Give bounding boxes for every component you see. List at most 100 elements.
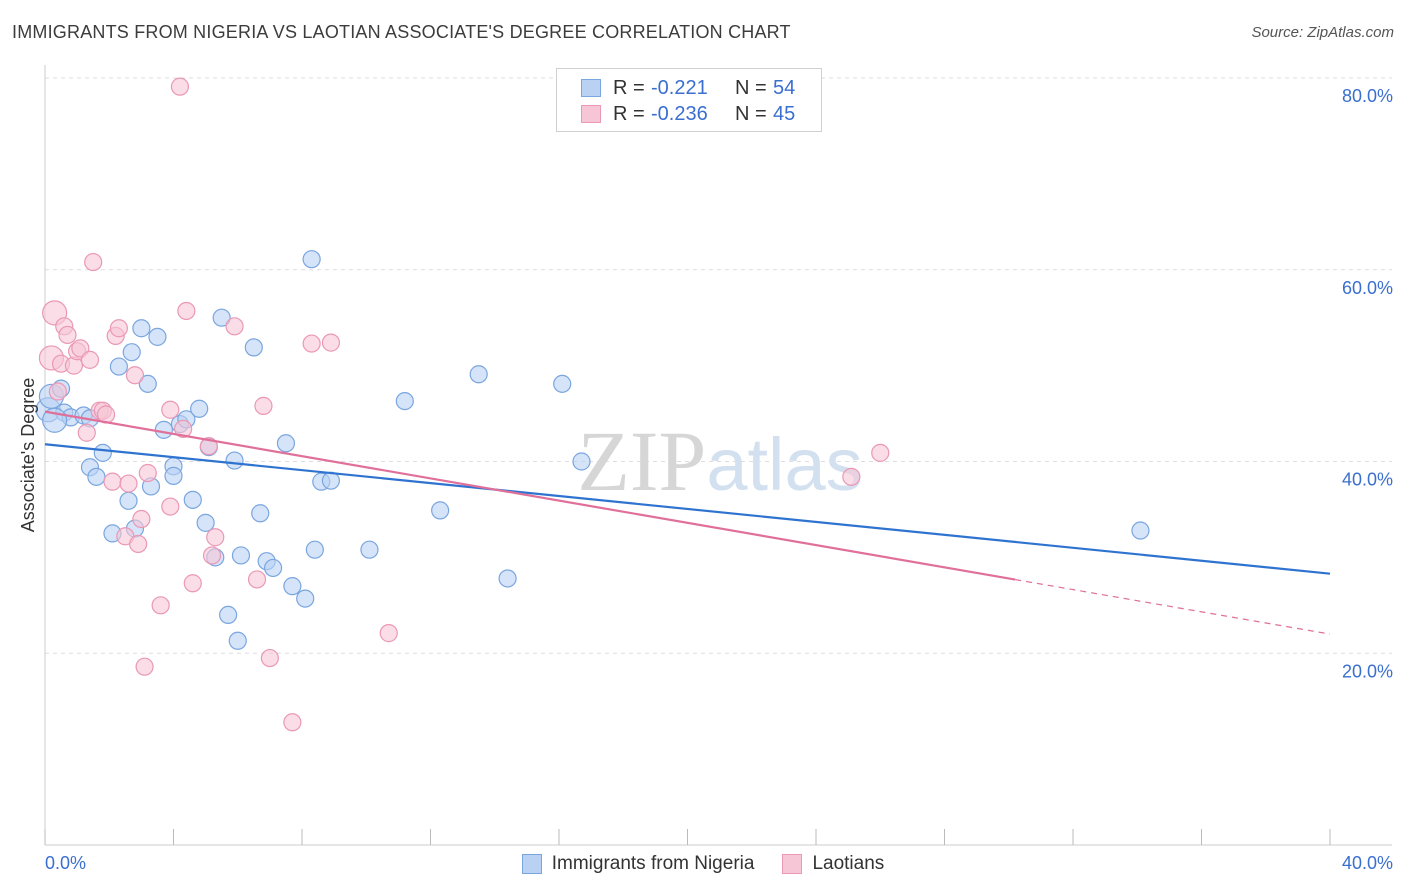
data-point-laotians <box>161 400 180 419</box>
trendline-nigeria <box>44 443 1331 575</box>
legend-label-nigeria: Immigrants from Nigeria <box>551 853 755 874</box>
legend-item-laotians[interactable]: Laotians <box>782 853 884 875</box>
data-point-nigeria <box>219 605 238 625</box>
data-point-laotians <box>125 366 145 385</box>
stats-legend: R = -0.221 N = 54 R = -0.236 N = 45 <box>556 68 822 132</box>
data-point-laotians <box>206 528 225 547</box>
source-label: Source: ZipAtlas.com <box>1251 24 1394 41</box>
data-point-laotians <box>254 396 273 415</box>
legend-swatch-laotians <box>782 854 803 874</box>
data-point-nigeria <box>196 513 215 532</box>
data-point-laotians <box>260 648 279 668</box>
data-point-nigeria <box>225 451 244 470</box>
data-point-laotians <box>132 509 151 529</box>
grid-lines <box>45 77 1392 654</box>
data-point-nigeria <box>244 338 263 357</box>
data-point-nigeria <box>148 327 167 346</box>
data-point-nigeria <box>212 308 231 327</box>
legend-r-value: -0.221 <box>651 76 708 99</box>
data-point-laotians <box>302 334 321 353</box>
data-point-laotians <box>103 472 122 491</box>
series-laotians-points <box>38 77 890 732</box>
data-point-laotians <box>283 713 302 732</box>
trendline-laotians-extrapolated <box>1015 578 1331 635</box>
legend-swatch-nigeria <box>521 854 542 874</box>
legend-n-value: 45 <box>773 102 796 125</box>
legend-r-label: R = <box>613 76 645 99</box>
data-point-nigeria <box>360 540 379 559</box>
data-point-laotians <box>247 570 267 589</box>
y-tick-label: 20.0% <box>1342 661 1393 681</box>
legend-swatch-laotians <box>581 105 601 123</box>
data-point-laotians <box>871 443 890 462</box>
axis-labels: 20.0% 40.0% 60.0% 80.0% 0.0% 40.0% <box>45 86 1393 873</box>
data-point-laotians <box>84 252 103 272</box>
data-point-laotians <box>109 319 128 338</box>
data-point-nigeria <box>122 343 141 362</box>
data-point-nigeria <box>138 374 157 393</box>
trend-lines <box>44 410 1331 635</box>
legend-row-laotians: R = -0.236 N = 45 <box>581 103 795 125</box>
data-point-laotians <box>321 333 341 352</box>
watermark: ZIPatlas <box>577 413 862 509</box>
series-nigeria-points <box>35 250 1150 650</box>
legend-swatch-nigeria <box>581 79 601 97</box>
data-point-laotians <box>135 657 154 676</box>
legend-label-laotians: Laotians <box>812 853 885 874</box>
data-point-nigeria <box>498 569 517 588</box>
y-axis-label: Associate's Degree <box>18 378 38 533</box>
y-tick-label: 80.0% <box>1342 86 1393 106</box>
data-point-nigeria <box>553 374 572 393</box>
data-point-nigeria <box>109 357 128 376</box>
data-point-laotians <box>379 624 398 643</box>
data-point-nigeria <box>231 546 251 565</box>
data-point-laotians <box>177 301 196 321</box>
data-point-nigeria <box>431 501 450 520</box>
legend-r-value: -0.236 <box>651 102 708 125</box>
data-point-nigeria <box>228 631 247 650</box>
data-point-laotians <box>842 467 861 486</box>
data-point-laotians <box>119 474 138 493</box>
axes <box>44 65 1392 846</box>
x-tick-label: 0.0% <box>45 853 86 873</box>
legend-item-nigeria[interactable]: Immigrants from Nigeria <box>521 853 755 875</box>
data-point-nigeria <box>276 434 296 453</box>
data-point-nigeria <box>572 452 591 471</box>
legend-r-label: R = <box>613 102 645 125</box>
data-point-laotians <box>58 325 77 345</box>
data-point-nigeria <box>283 577 302 596</box>
data-point-laotians <box>77 423 96 442</box>
y-tick-label: 60.0% <box>1342 278 1393 298</box>
watermark-atlas: atlas <box>706 423 862 506</box>
chart-title: IMMIGRANTS FROM NIGERIA VS LAOTIAN ASSOC… <box>12 22 791 42</box>
data-point-nigeria <box>164 466 183 485</box>
legend-n-label: N = <box>735 102 767 125</box>
series-legend: Immigrants from Nigeria Laotians <box>0 852 1406 876</box>
x-tick-label: 40.0% <box>1342 853 1393 873</box>
data-point-nigeria <box>302 250 321 269</box>
data-point-laotians <box>129 534 148 554</box>
watermark-zip: ZIP <box>577 413 706 509</box>
legend-n-label: N = <box>735 76 767 99</box>
data-point-nigeria <box>469 365 488 384</box>
data-point-laotians <box>183 574 202 593</box>
data-point-nigeria <box>305 540 324 559</box>
data-point-laotians <box>48 382 67 401</box>
data-point-nigeria <box>87 467 106 486</box>
data-point-laotians <box>138 463 157 483</box>
data-point-nigeria <box>296 589 315 608</box>
data-point-nigeria <box>1131 521 1150 540</box>
data-point-nigeria <box>395 391 414 411</box>
legend-n-value: 54 <box>773 76 796 99</box>
trendline-laotians <box>44 410 1016 581</box>
data-point-laotians <box>80 350 100 369</box>
data-point-nigeria <box>154 420 173 439</box>
data-point-nigeria <box>183 490 202 509</box>
data-point-nigeria <box>119 491 138 510</box>
data-point-nigeria <box>93 443 112 462</box>
data-point-laotians <box>225 317 244 336</box>
data-point-nigeria <box>263 558 283 578</box>
data-point-laotians <box>151 596 170 615</box>
data-point-nigeria <box>251 504 270 523</box>
